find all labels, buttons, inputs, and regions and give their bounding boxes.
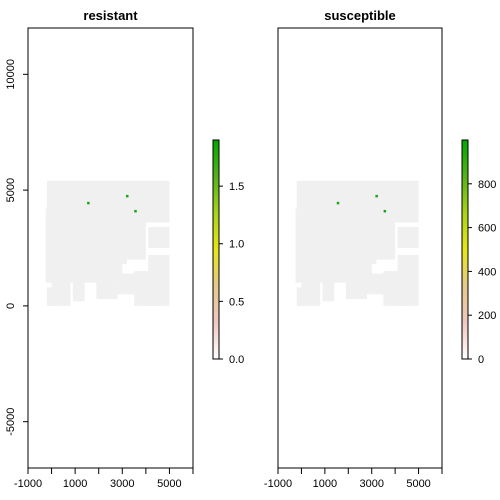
y-tick-label: 5000 [5,178,17,202]
x-tick-label: 1000 [63,478,87,490]
footprint-cell [367,273,389,295]
footprint-cell [136,185,151,216]
footprint-cell [117,273,139,295]
plot-border [277,27,443,469]
footprint-cell [86,236,109,255]
footprint-cell [322,268,335,302]
data-point [375,194,378,198]
footprint-cell [397,254,419,306]
colorbar-tick-label: 800 [478,179,496,191]
footprint-cell [108,199,127,218]
data-point [383,209,387,213]
footprint-cell [51,266,71,306]
footprint-cell [357,199,377,218]
footprint-cell [385,185,400,216]
x-tick-label: 5000 [406,478,430,490]
data-point [336,201,340,205]
x-tick-label: 5000 [157,478,181,490]
footprint-cell [296,287,307,306]
colorbar [462,140,468,359]
footprint-cell [124,206,146,260]
data-point [126,194,129,198]
colorbar-tick-label: 400 [478,266,496,278]
chart-title: susceptible [324,8,396,23]
footprint-cell [75,187,92,198]
colorbar-tick-label: 600 [478,223,496,235]
footprint-cell [148,254,170,306]
x-tick-label: -1000 [14,478,42,490]
colorbar-tick-label: 0 [478,354,484,366]
colorbar-tick-label: 200 [478,310,496,322]
data-point [87,201,90,205]
plot-border [27,27,194,469]
x-tick-label: -1000 [264,478,292,490]
footprint-cell [336,236,358,255]
colorbar-border [212,139,220,360]
footprint-cell [324,187,342,198]
colorbar-tick-label: 1.5 [229,181,244,193]
colorbar [213,140,219,359]
footprint-cell [103,208,127,265]
y-tick-label: 10000 [5,59,17,90]
colorbar-tick-label: 0.0 [229,354,244,366]
colorbar-border [461,139,469,360]
data-point [134,209,137,213]
colorbar-tick-label: 1.0 [229,239,244,251]
x-tick-label: 3000 [359,478,383,490]
x-tick-label: 1000 [313,478,337,490]
colorbar-tick-label: 0.5 [229,296,244,308]
panel-resistant: resistant -1000 1000 3000 5000 -5000 0 5000 1000… [5,8,244,490]
chart-title: resistant [83,8,138,23]
footprint-cell [397,227,419,248]
y-tick-label: 0 [5,303,17,309]
x-tick-label: 3000 [110,478,134,490]
footprint-cell [72,268,85,302]
y-tick-label: -5000 [5,408,17,436]
footprint-cell [374,206,396,260]
footprint-cell [352,208,377,265]
footprint-cell [46,287,57,306]
panel-susceptible: susceptible -1000 1000 3000 5000 0 200 400 600 80… [264,8,496,490]
footprint-cell [148,227,170,248]
